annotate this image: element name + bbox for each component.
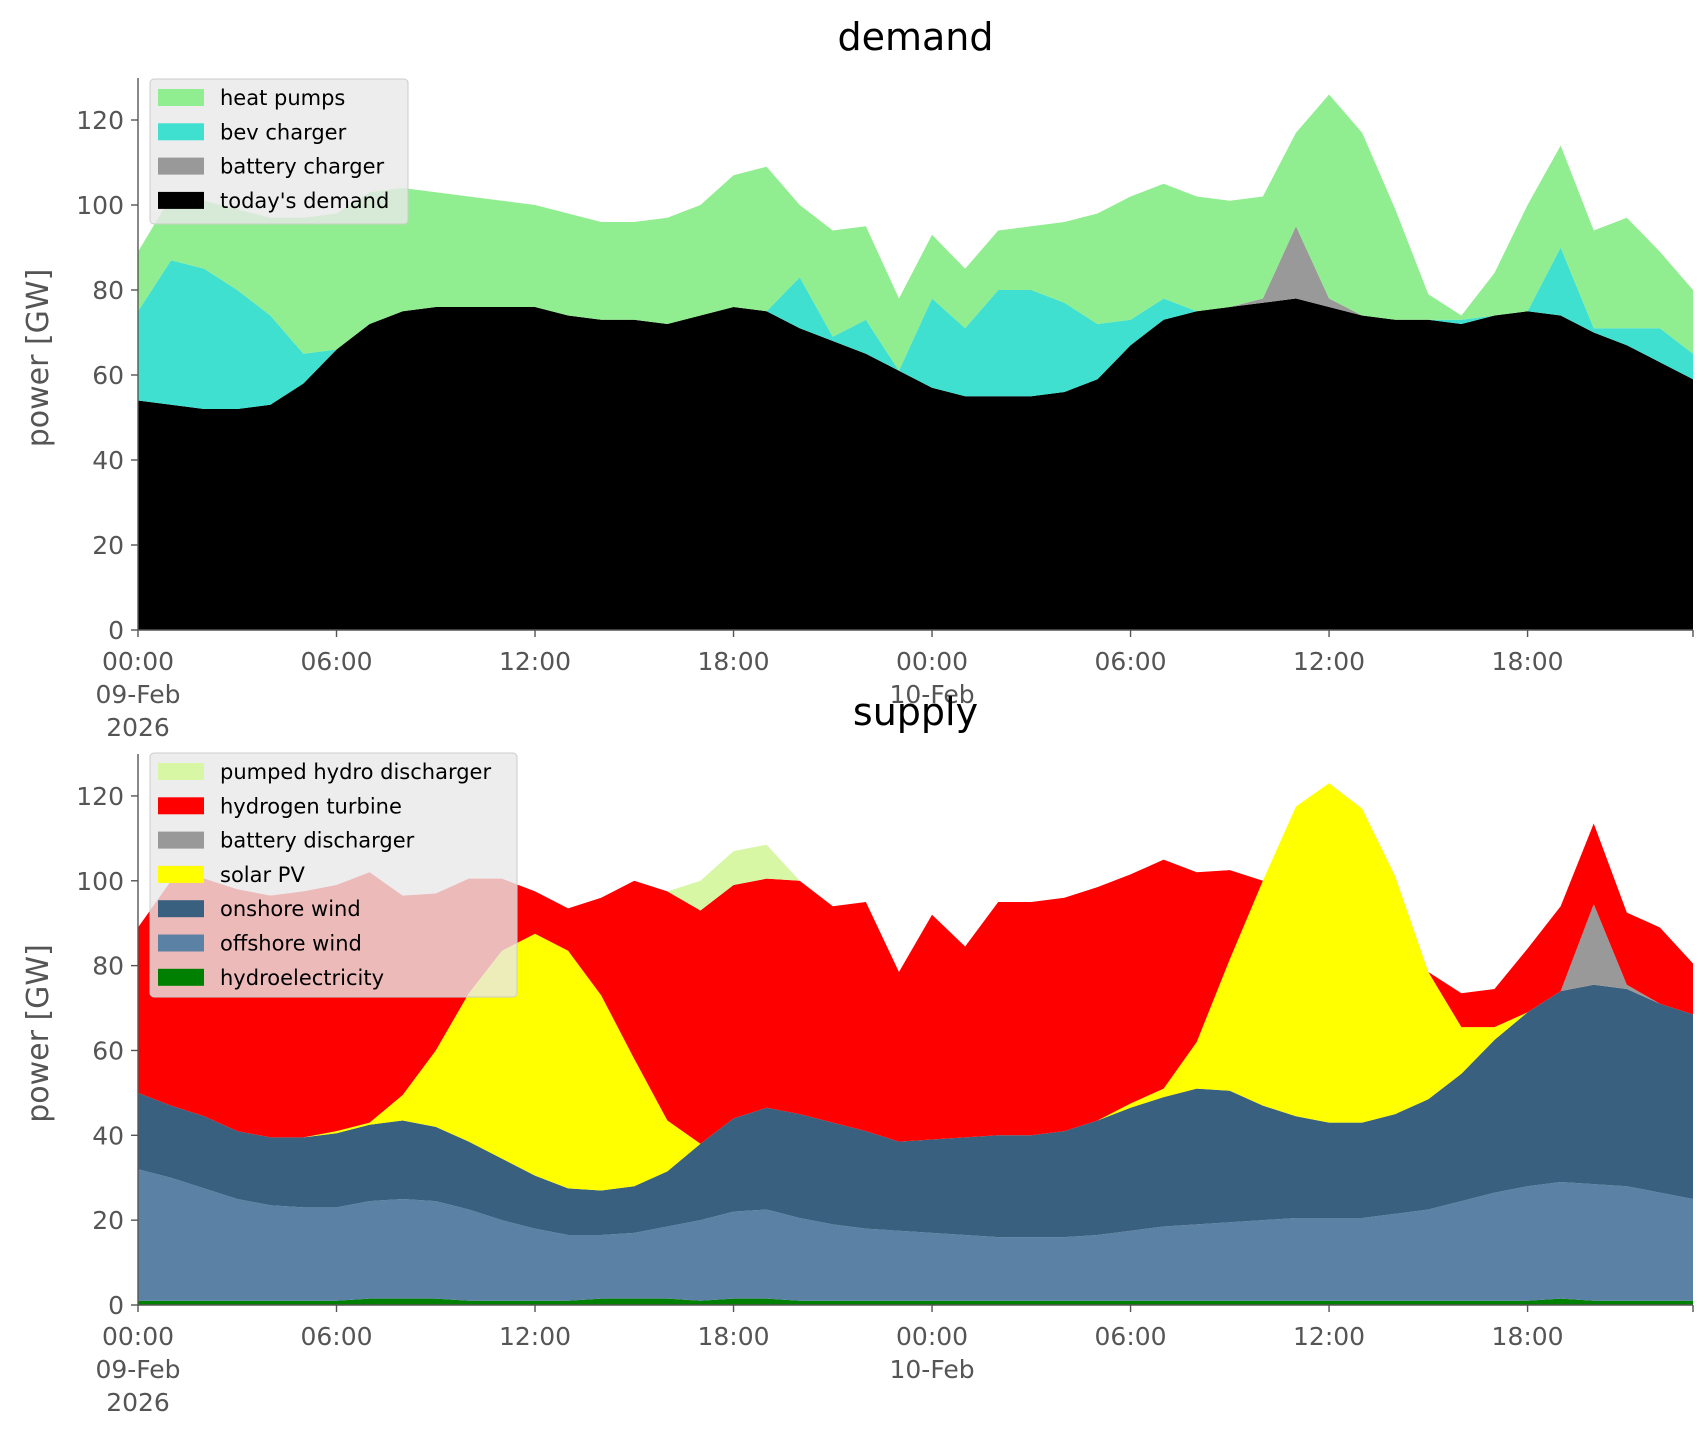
x-tick-label: 06:00 (1095, 647, 1167, 676)
area-onshore-wind (138, 984, 1693, 1238)
y-tick-label: 60 (92, 1036, 124, 1065)
legend-label-onshore-wind: onshore wind (220, 897, 361, 921)
area-battery-charger (138, 226, 1693, 409)
legend-swatch-today-s-demand (158, 191, 204, 209)
x-tick-label: 09-Feb (95, 1355, 180, 1384)
x-tick-label: 06:00 (300, 1322, 372, 1351)
legend-label-hydroelectricity: hydroelectricity (220, 966, 384, 990)
legend-frame (149, 752, 518, 998)
legend: pumped hydro discharger hydrogen turbine b… (149, 752, 518, 998)
legend-swatch-battery-discharger (158, 831, 204, 849)
legend-swatch-bev-charger (158, 123, 204, 141)
x-tick-label: 18:00 (698, 1322, 770, 1351)
legend: heat pumps bev charger battery charger toda… (149, 78, 409, 225)
y-tick-label: 100 (76, 867, 124, 896)
chart-title: demand (837, 15, 993, 59)
y-tick-label: 0 (108, 616, 124, 645)
x-tick-label: 09-Feb (95, 680, 180, 709)
x-tick-label: 10-Feb (889, 1355, 974, 1384)
x-tick-label: 10-Feb (889, 680, 974, 709)
x-tick-label: 12:00 (499, 1322, 571, 1351)
x-tick-label: 00:00 (896, 1322, 968, 1351)
y-tick-label: 40 (92, 1121, 124, 1150)
area-offshore-wind (138, 1169, 1693, 1301)
x-tick-label: 06:00 (1095, 1322, 1167, 1351)
y-tick-label: 0 (108, 1291, 124, 1320)
x-tick-label: 00:00 (896, 647, 968, 676)
legend-label-pumped-hydro-discharger: pumped hydro discharger (220, 760, 491, 784)
area-today-s-demand (138, 298, 1693, 630)
legend-label-battery-discharger: battery discharger (220, 829, 415, 853)
legend-label-hydrogen-turbine: hydrogen turbine (220, 794, 402, 818)
legend-swatch-heat-pumps (158, 89, 204, 106)
x-tick-label: 12:00 (1293, 647, 1365, 676)
area-heat-pumps (138, 94, 1693, 371)
y-tick-label: 80 (92, 276, 124, 305)
y-axis-label: power [GW] (21, 269, 56, 448)
y-tick-label: 120 (76, 106, 124, 135)
legend-label-offshore-wind: offshore wind (220, 932, 362, 956)
x-tick-label: 2026 (106, 1388, 170, 1417)
area-bev-charger (138, 226, 1693, 409)
x-tick-label: 06:00 (300, 647, 372, 676)
chart-panel-supply: supply 0 20 40 60 80 100 120 power [GW] 00:00 09-F… (21, 690, 1694, 1417)
legend-swatch-offshore-wind (158, 934, 204, 952)
y-tick-label: 100 (76, 191, 124, 220)
x-tick-label: 12:00 (1293, 1322, 1365, 1351)
chart-panel-demand: demand 0 20 40 60 80 100 120 power [GW] 00:00 09-F… (21, 15, 1694, 742)
y-tick-label: 20 (92, 531, 124, 560)
legend-swatch-onshore-wind (158, 900, 204, 918)
legend-label-heat-pumps: heat pumps (220, 86, 345, 110)
area-hydrogen-turbine (138, 783, 1693, 1144)
y-tick-label: 60 (92, 361, 124, 390)
legend-label-solar-pv: solar PV (220, 863, 305, 887)
legend-swatch-hydroelectricity (158, 968, 204, 986)
chart-title: supply (853, 690, 978, 734)
area-solar-pv (138, 783, 1693, 1191)
x-tick-label: 18:00 (1492, 1322, 1564, 1351)
x-tick-label: 00:00 (102, 647, 174, 676)
legend-label-today-s-demand: today's demand (220, 189, 389, 213)
legend-swatch-hydrogen-turbine (158, 797, 204, 815)
y-tick-label: 20 (92, 1206, 124, 1235)
x-tick-label: 18:00 (1492, 647, 1564, 676)
y-tick-label: 40 (92, 446, 124, 475)
x-tick-label: 12:00 (499, 647, 571, 676)
y-tick-label: 80 (92, 952, 124, 981)
legend-swatch-battery-charger (158, 157, 204, 175)
x-tick-label: 2026 (106, 713, 170, 742)
x-tick-label: 00:00 (102, 1322, 174, 1351)
y-axis-label: power [GW] (21, 944, 56, 1123)
y-tick-label: 120 (76, 782, 124, 811)
legend-swatch-solar-pv (158, 865, 204, 883)
legend-label-bev-charger: bev charger (220, 120, 347, 144)
legend-label-battery-charger: battery charger (220, 155, 385, 179)
x-tick-label: 18:00 (698, 647, 770, 676)
area-hydroelectricity (138, 1298, 1693, 1305)
legend-frame (149, 78, 409, 225)
legend-swatch-pumped-hydro-discharger (158, 763, 204, 780)
